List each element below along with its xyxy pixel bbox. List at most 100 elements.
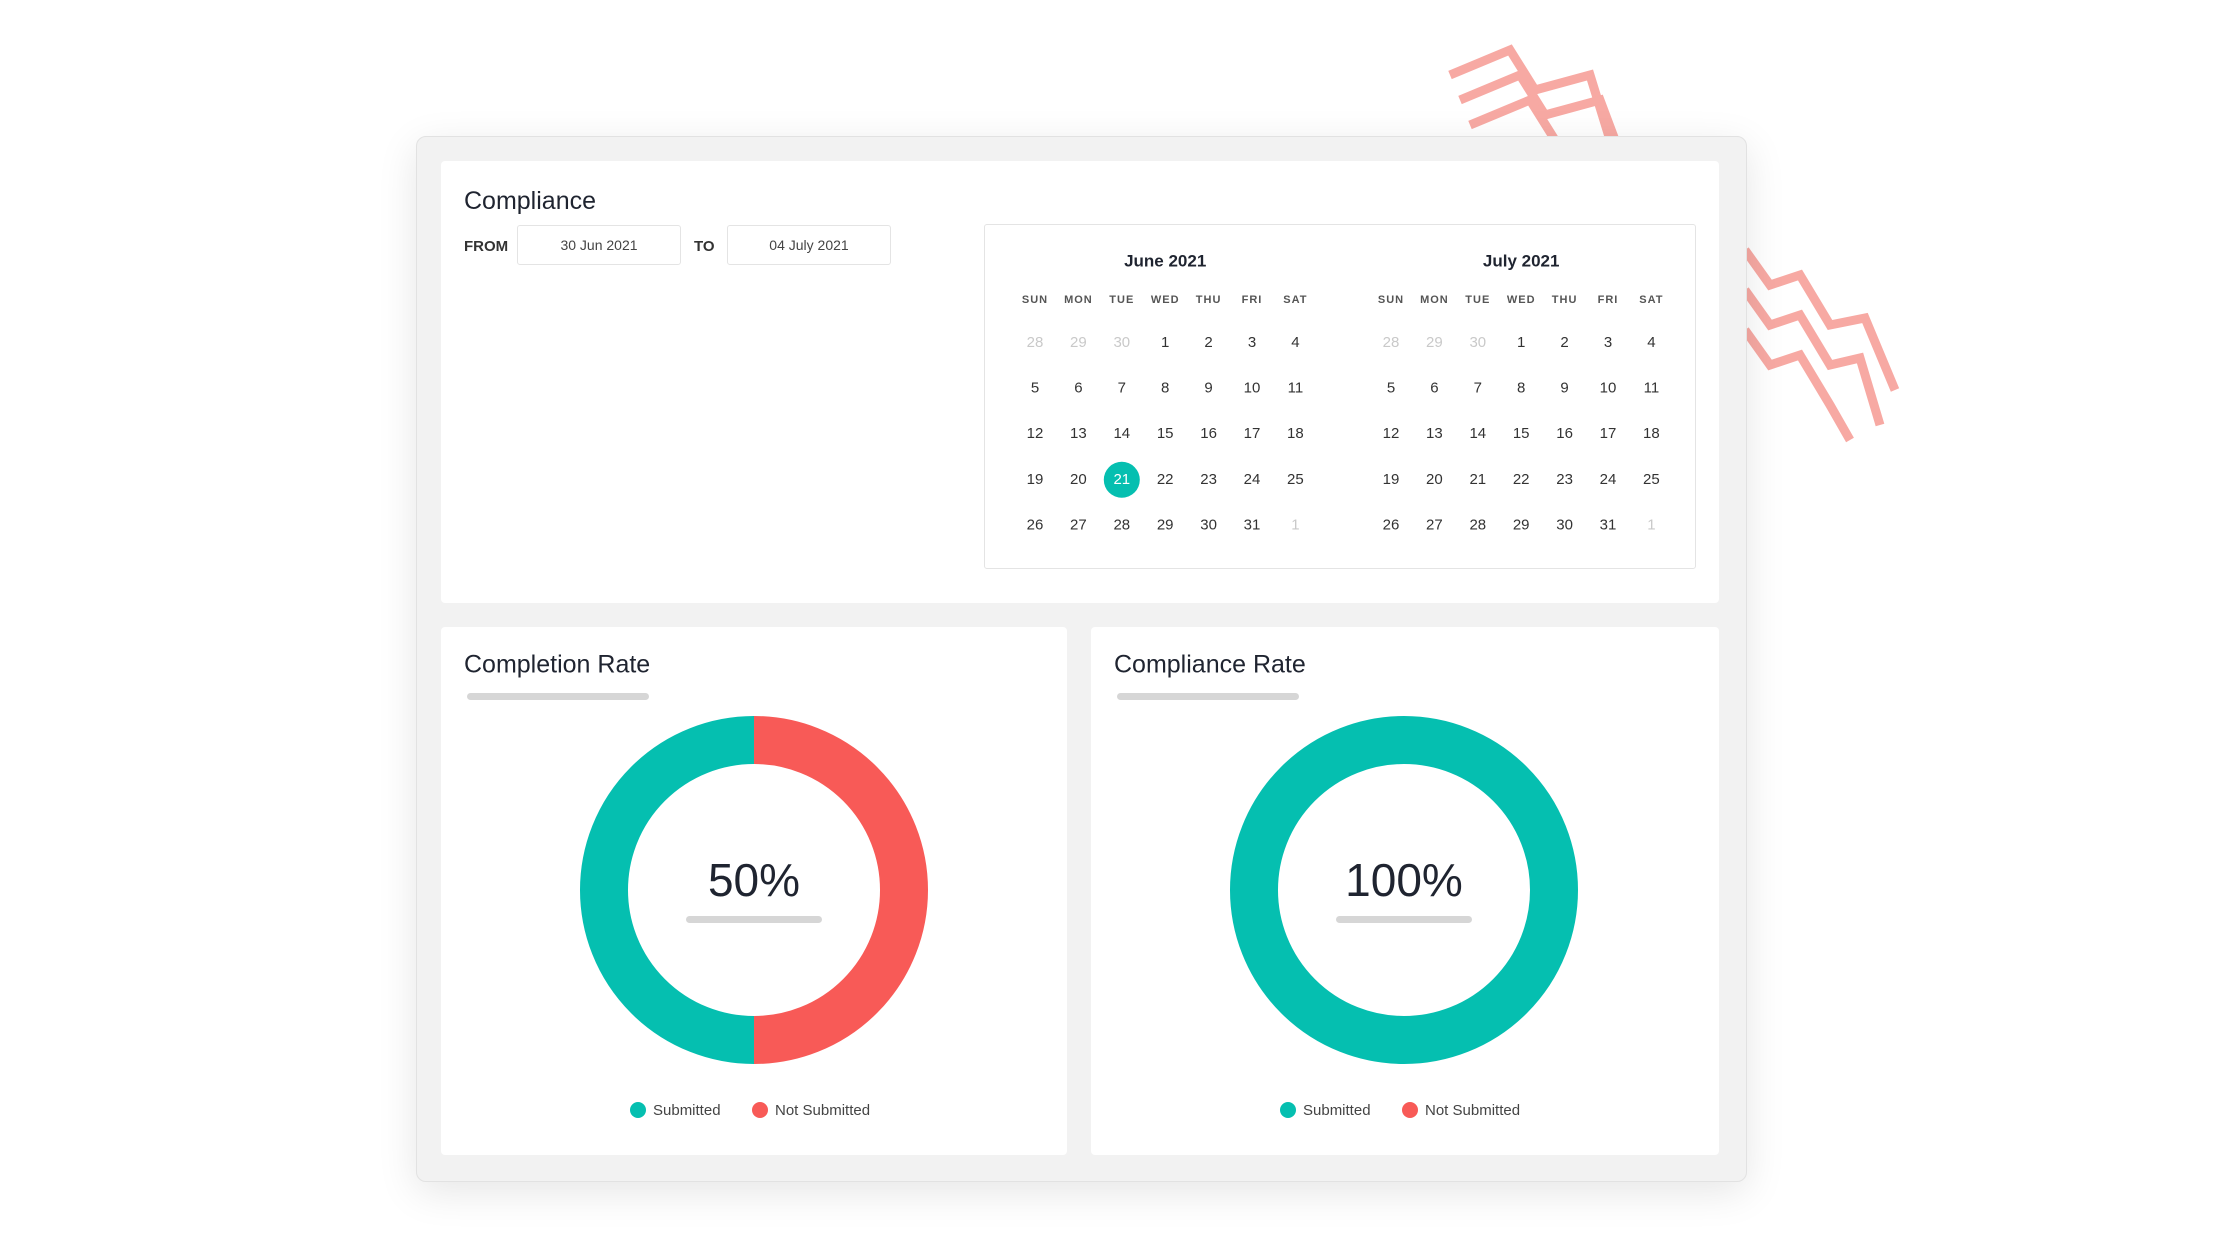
day[interactable]: 22 (1513, 471, 1530, 488)
from-label: FROM (464, 238, 509, 255)
day[interactable]: 15 (1157, 425, 1174, 442)
day[interactable]: 16 (1200, 425, 1217, 442)
day[interactable]: 3 (1604, 334, 1612, 351)
day[interactable]: 18 (1643, 425, 1660, 442)
legend-label: Submitted (1303, 1102, 1371, 1119)
day[interactable]: 31 (1244, 516, 1261, 533)
day[interactable]: 30 (1556, 516, 1573, 533)
day[interactable]: 8 (1517, 380, 1525, 397)
calendar: June 2021 SUN MON TUE WED THU FRI SAT 28 29 30 1 2 3 4… (984, 224, 1696, 569)
day[interactable]: 20 (1426, 471, 1443, 488)
weekday-label: THU (1552, 294, 1578, 306)
selected-day (1103, 461, 1140, 498)
from-input[interactable]: 30 Jun 2021 (517, 225, 681, 265)
title-underline (467, 693, 649, 700)
day[interactable]: 11 (1644, 380, 1660, 397)
weekday-label: SUN (1378, 294, 1404, 306)
day[interactable]: 4 (1647, 334, 1655, 351)
legend-label: Not Submitted (775, 1102, 870, 1119)
day[interactable]: 2 (1204, 334, 1212, 351)
card-title: Compliance (464, 187, 597, 215)
day[interactable]: 14 (1469, 425, 1486, 442)
legend-label: Submitted (653, 1102, 721, 1119)
day[interactable]: 12 (1383, 425, 1400, 442)
day[interactable]: 28 (1469, 516, 1486, 533)
day[interactable]: 27 (1426, 516, 1443, 533)
day[interactable]: 31 (1600, 516, 1617, 533)
day[interactable]: 13 (1426, 425, 1443, 442)
day[interactable]: 30 (1469, 334, 1486, 351)
weekday-label: THU (1196, 294, 1222, 306)
weekday-label: WED (1151, 294, 1180, 306)
day[interactable]: 10 (1244, 380, 1261, 397)
day[interactable]: 23 (1200, 471, 1217, 488)
day[interactable]: 22 (1157, 471, 1174, 488)
day[interactable]: 29 (1157, 516, 1174, 533)
to-input[interactable]: 04 July 2021 (727, 225, 891, 265)
day[interactable]: 21 (1113, 471, 1130, 488)
weekday-label: WED (1507, 294, 1536, 306)
day[interactable]: 1 (1291, 516, 1299, 533)
day[interactable]: 9 (1560, 380, 1568, 397)
day[interactable]: 24 (1244, 471, 1261, 488)
day[interactable]: 24 (1600, 471, 1617, 488)
day[interactable]: 28 (1113, 516, 1130, 533)
day[interactable]: 2 (1560, 334, 1568, 351)
legend-dot (1402, 1102, 1418, 1118)
day[interactable]: 29 (1513, 516, 1530, 533)
weekday-label: SUN (1022, 294, 1048, 306)
day[interactable]: 26 (1383, 516, 1400, 533)
day[interactable]: 7 (1118, 380, 1126, 397)
day[interactable]: 4 (1291, 334, 1299, 351)
day[interactable]: 6 (1074, 380, 1082, 397)
day[interactable]: 1 (1161, 334, 1169, 351)
day[interactable]: 15 (1513, 425, 1530, 442)
day[interactable]: 6 (1430, 380, 1438, 397)
day[interactable]: 30 (1200, 516, 1217, 533)
day[interactable]: 28 (1383, 334, 1400, 351)
day[interactable]: 19 (1027, 471, 1044, 488)
donut-chart: Compliance Rate 100% Submitted Not Submitte… (1114, 651, 1578, 1119)
day[interactable]: 5 (1031, 380, 1039, 397)
day[interactable]: 19 (1383, 471, 1400, 488)
day[interactable]: 14 (1113, 425, 1130, 442)
day[interactable]: 30 (1113, 334, 1130, 351)
day[interactable]: 10 (1600, 380, 1617, 397)
legend-dot (752, 1102, 768, 1118)
chart-card: Completion Rate 50% Submitted Not Submitted (441, 627, 1067, 1155)
day[interactable]: 9 (1204, 380, 1212, 397)
weekday-label: FRI (1598, 294, 1619, 306)
day[interactable]: 17 (1244, 425, 1261, 442)
day[interactable]: 1 (1647, 516, 1655, 533)
day[interactable]: 3 (1248, 334, 1256, 351)
day[interactable]: 26 (1027, 516, 1044, 533)
day[interactable]: 29 (1426, 334, 1443, 351)
donut-segment (1230, 716, 1578, 1064)
day[interactable]: 12 (1027, 425, 1044, 442)
day[interactable]: 11 (1288, 380, 1304, 397)
day[interactable]: 27 (1070, 516, 1087, 533)
day[interactable]: 17 (1600, 425, 1617, 442)
day[interactable]: 25 (1287, 471, 1304, 488)
title-underline (1117, 693, 1299, 700)
day[interactable]: 21 (1469, 471, 1486, 488)
day[interactable]: 5 (1387, 380, 1395, 397)
day[interactable]: 29 (1070, 334, 1087, 351)
day[interactable]: 7 (1474, 380, 1482, 397)
day[interactable]: 20 (1070, 471, 1087, 488)
donut-segment (753, 716, 928, 1064)
day[interactable]: 16 (1556, 425, 1573, 442)
legend-dot (630, 1102, 646, 1118)
day[interactable]: 8 (1161, 380, 1169, 397)
day[interactable]: 1 (1517, 334, 1525, 351)
day[interactable]: 18 (1287, 425, 1304, 442)
day[interactable]: 13 (1070, 425, 1087, 442)
day[interactable]: 23 (1556, 471, 1573, 488)
day[interactable]: 28 (1027, 334, 1044, 351)
day[interactable]: 25 (1643, 471, 1660, 488)
center-label: 100% (1345, 854, 1463, 906)
legend-dot (1280, 1102, 1296, 1118)
donut-chart: Completion Rate 50% Submitted Not Submitted (464, 651, 928, 1119)
